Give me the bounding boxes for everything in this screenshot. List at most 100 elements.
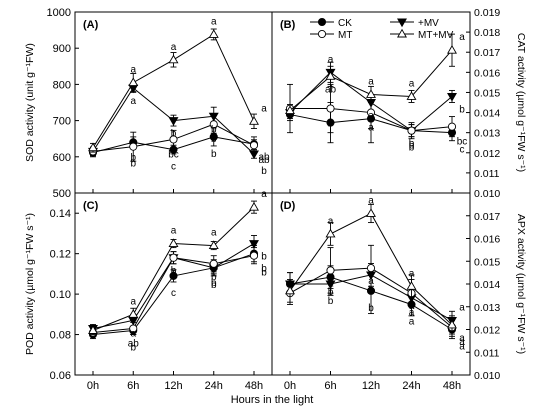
significance-label: b xyxy=(171,266,177,277)
significance-label: a xyxy=(368,76,374,87)
significance-label: a xyxy=(328,54,334,65)
series-mv xyxy=(88,235,259,334)
significance-label: a xyxy=(459,32,465,43)
significance-label: a xyxy=(459,342,465,353)
y-tick-label: 800 xyxy=(53,79,71,91)
significance-label: a xyxy=(459,302,465,313)
data-point xyxy=(88,325,98,334)
significance-label: c xyxy=(460,145,465,156)
data-point xyxy=(88,142,98,152)
y-axis-title: APX activity (µmol g⁻¹FW s⁻¹) xyxy=(515,214,527,354)
significance-label: b xyxy=(211,134,217,145)
series-mtmv xyxy=(88,200,259,336)
y-tick-label: 0.015 xyxy=(474,87,500,99)
significance-label: a xyxy=(368,123,374,134)
data-point xyxy=(129,142,138,151)
significance-label: c xyxy=(171,288,176,299)
panel-label: (D) xyxy=(280,200,296,212)
y-tick-label: 0.06 xyxy=(50,370,71,382)
y-tick-label: 0.010 xyxy=(474,370,500,382)
y-tick-label: 700 xyxy=(53,116,71,128)
data-point xyxy=(249,240,259,249)
series-mtmv xyxy=(88,28,259,153)
x-tick-label: 24h xyxy=(402,380,420,392)
y-axis-title: SOD activity (unit g⁻¹FW) xyxy=(24,43,36,162)
legend-label: MT xyxy=(338,30,352,41)
legend: CK +MV MT MT+MV xyxy=(310,17,454,41)
significance-label: b xyxy=(261,264,267,275)
significance-label: b xyxy=(130,159,136,170)
significance-label: a xyxy=(130,296,136,307)
significance-label: ab xyxy=(325,84,337,95)
panel-a: (A) 500 600 700 800 900 1000 SOD activity (unit… xyxy=(24,7,270,200)
y-tick-label: 0.12 xyxy=(50,249,71,261)
data-point xyxy=(406,281,417,290)
y-tick-label: 0.011 xyxy=(474,168,500,180)
data-point xyxy=(366,89,376,98)
y-tick-label: 0.018 xyxy=(474,27,500,39)
significance-label: b xyxy=(211,272,217,283)
data-point xyxy=(447,93,457,102)
legend-label: +MV xyxy=(418,18,439,29)
panel-label: (A) xyxy=(83,19,99,31)
significance-label: bc xyxy=(168,149,179,160)
significance-label: b xyxy=(211,149,217,160)
significance-label: b xyxy=(171,129,177,140)
data-point xyxy=(128,309,139,318)
y-tick-label: 0.011 xyxy=(474,347,500,359)
y-tick-label: 0.012 xyxy=(474,148,500,160)
legend-marker xyxy=(397,28,407,38)
data-point xyxy=(169,135,178,144)
significance-label: a xyxy=(261,189,267,200)
data-point xyxy=(168,117,179,126)
significance-label: a xyxy=(409,78,415,89)
significance-label: a xyxy=(211,16,217,27)
y-tick-label: 0.012 xyxy=(474,325,500,337)
panel-b: (B) 0.010 0.011 0.012 0.013 0.014 0.015 0.016 0.… xyxy=(280,7,527,200)
data-point xyxy=(406,91,417,100)
y-axis-title: CAT activity (µmol g⁻¹FW s⁻¹) xyxy=(515,33,527,172)
y-tick-label: 0.010 xyxy=(474,188,500,200)
significance-label: b xyxy=(409,139,415,150)
x-tick-label: 6h xyxy=(127,380,139,392)
significance-label: b xyxy=(328,296,334,307)
significance-label: b xyxy=(328,287,334,298)
significance-label: bc xyxy=(457,137,468,148)
data-point xyxy=(168,54,179,64)
y-tick-label: 0.013 xyxy=(474,302,500,314)
significance-label: ab xyxy=(258,152,270,163)
y-tick-label: 500 xyxy=(53,188,71,200)
significance-label: a xyxy=(409,316,415,327)
significance-label: a xyxy=(409,268,415,279)
legend-marker xyxy=(397,18,407,28)
data-point xyxy=(447,122,457,131)
panel-c: (C) 0.06 0.08 0.10 0.12 0.14 0h 6h 12h 24h 48h POD … xyxy=(24,189,267,392)
data-point xyxy=(249,201,259,211)
significance-label: c xyxy=(171,162,176,173)
y-tick-label: 1000 xyxy=(47,7,71,19)
data-point xyxy=(447,45,457,54)
legend-label: CK xyxy=(338,18,352,29)
y-tick-label: 0.017 xyxy=(474,47,500,59)
y-tick-label: 0.014 xyxy=(474,108,500,120)
significance-label: b xyxy=(211,124,217,135)
significance-label: a xyxy=(459,333,465,344)
significance-label: a xyxy=(211,228,217,239)
panels: (A) 500 600 700 800 900 1000 SOD activity (unit… xyxy=(24,7,527,392)
data-point xyxy=(249,116,259,125)
data-point xyxy=(129,324,138,333)
x-tick-label: 24h xyxy=(205,380,223,392)
panel-label: (B) xyxy=(280,19,296,31)
legend-label: MT+MV xyxy=(418,30,454,41)
y-tick-label: 0.015 xyxy=(474,256,500,268)
significance-label: b xyxy=(130,152,136,163)
data-point xyxy=(447,319,457,329)
data-point xyxy=(249,150,259,160)
x-tick-label: 48h xyxy=(245,380,263,392)
legend-marker xyxy=(317,17,327,27)
data-point xyxy=(208,29,219,38)
significance-label: a xyxy=(328,278,334,289)
x-tick-label: 6h xyxy=(324,380,336,392)
y-tick-label: 0.016 xyxy=(474,67,500,79)
legend-marker xyxy=(317,29,327,39)
